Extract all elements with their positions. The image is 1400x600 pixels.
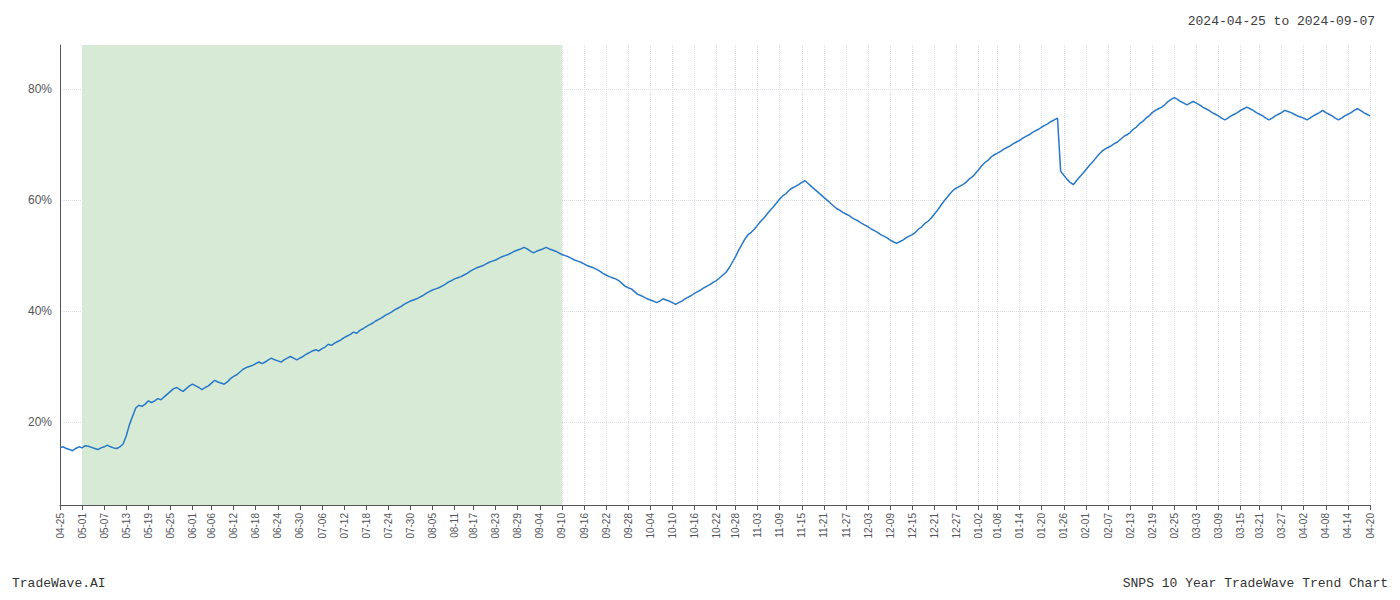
svg-text:11-09: 11-09 (774, 513, 785, 538)
svg-text:10-22: 10-22 (711, 513, 722, 539)
svg-text:04-08: 04-08 (1320, 513, 1331, 539)
svg-text:12-21: 12-21 (929, 513, 940, 539)
svg-text:06-12: 06-12 (228, 513, 239, 539)
svg-text:12-09: 12-09 (885, 513, 896, 539)
svg-text:12-27: 12-27 (951, 513, 962, 539)
svg-text:01-02: 01-02 (973, 513, 984, 539)
svg-text:09-16: 09-16 (579, 513, 590, 539)
svg-text:60%: 60% (28, 193, 52, 207)
svg-text:01-26: 01-26 (1058, 513, 1069, 539)
svg-text:05-19: 05-19 (143, 513, 154, 539)
svg-text:2024-04-25 to 2024-09-07: 2024-04-25 to 2024-09-07 (1188, 14, 1375, 29)
svg-text:01-08: 01-08 (992, 513, 1003, 539)
svg-text:20%: 20% (28, 415, 52, 429)
svg-text:40%: 40% (28, 304, 52, 318)
svg-text:03-03: 03-03 (1191, 513, 1202, 539)
svg-text:06-18: 06-18 (250, 513, 261, 539)
svg-text:11-27: 11-27 (841, 513, 852, 538)
svg-text:03-21: 03-21 (1254, 513, 1265, 539)
svg-text:12-03: 12-03 (863, 513, 874, 539)
svg-text:10-16: 10-16 (689, 513, 700, 539)
svg-text:02-01: 02-01 (1080, 513, 1091, 539)
svg-text:09-22: 09-22 (601, 513, 612, 539)
svg-text:07-18: 07-18 (361, 513, 372, 539)
svg-text:05-25: 05-25 (165, 513, 176, 539)
svg-text:06-06: 06-06 (206, 513, 217, 539)
svg-text:08-11: 08-11 (449, 513, 460, 538)
svg-text:09-10: 09-10 (556, 513, 567, 539)
svg-text:SNPS 10 Year TradeWave Trend C: SNPS 10 Year TradeWave Trend Chart (1123, 576, 1388, 591)
svg-text:08-23: 08-23 (490, 513, 501, 539)
svg-text:09-04: 09-04 (534, 513, 545, 539)
svg-text:05-13: 05-13 (121, 513, 132, 539)
svg-text:TradeWave.AI: TradeWave.AI (12, 576, 106, 591)
svg-text:04-02: 04-02 (1298, 513, 1309, 539)
svg-text:08-05: 08-05 (427, 513, 438, 539)
svg-text:07-12: 07-12 (339, 513, 350, 539)
svg-text:03-09: 03-09 (1213, 513, 1224, 539)
svg-text:07-30: 07-30 (405, 513, 416, 539)
svg-text:06-30: 06-30 (294, 513, 305, 539)
svg-text:05-01: 05-01 (77, 513, 88, 539)
svg-text:11-21: 11-21 (818, 513, 829, 538)
svg-text:01-20: 01-20 (1036, 513, 1047, 539)
svg-text:05-07: 05-07 (99, 513, 110, 539)
svg-text:06-24: 06-24 (272, 513, 283, 539)
svg-text:10-10: 10-10 (667, 513, 678, 539)
svg-text:03-15: 03-15 (1235, 513, 1246, 539)
svg-text:11-15: 11-15 (796, 513, 807, 538)
svg-text:11-03: 11-03 (752, 513, 763, 538)
svg-text:01-14: 01-14 (1014, 513, 1025, 539)
svg-text:07-24: 07-24 (383, 513, 394, 539)
svg-text:07-06: 07-06 (317, 513, 328, 539)
svg-text:10-28: 10-28 (730, 513, 741, 539)
svg-text:80%: 80% (28, 82, 52, 96)
svg-text:10-04: 10-04 (645, 513, 656, 539)
svg-text:04-20: 04-20 (1365, 513, 1376, 539)
svg-text:02-13: 02-13 (1125, 513, 1136, 539)
svg-text:02-19: 02-19 (1147, 513, 1158, 539)
svg-text:06-01: 06-01 (187, 513, 198, 539)
svg-text:02-25: 02-25 (1169, 513, 1180, 539)
svg-text:04-25: 04-25 (55, 513, 66, 539)
svg-text:04-14: 04-14 (1342, 513, 1353, 539)
svg-text:09-28: 09-28 (623, 513, 634, 539)
svg-text:08-17: 08-17 (468, 513, 479, 539)
svg-text:08-29: 08-29 (512, 513, 523, 539)
svg-text:03-27: 03-27 (1276, 513, 1287, 539)
svg-text:02-07: 02-07 (1103, 513, 1114, 539)
svg-text:12-15: 12-15 (907, 513, 918, 539)
